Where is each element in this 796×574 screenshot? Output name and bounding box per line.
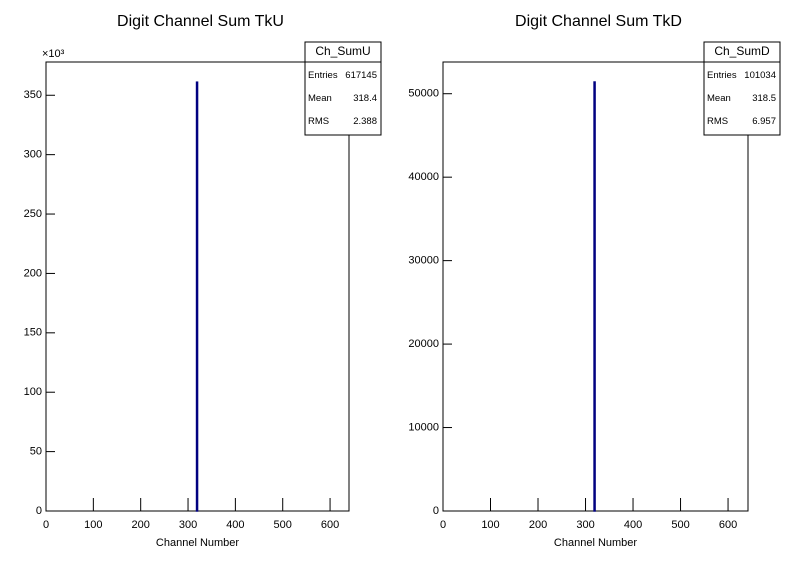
- stats-label: Mean: [707, 93, 731, 104]
- stats-value: 2.388: [353, 116, 377, 127]
- chart-title: Digit Channel Sum TkD: [515, 13, 682, 30]
- x-axis-label: Channel Number: [554, 537, 637, 549]
- y-axis-scale: ×10³: [42, 48, 65, 60]
- y-tick-label: 250: [24, 208, 42, 220]
- stats-name: Ch_SumU: [315, 44, 370, 58]
- x-tick-label: 100: [481, 519, 499, 531]
- x-tick-label: 400: [624, 519, 642, 531]
- y-tick-label: 10000: [408, 421, 439, 433]
- y-tick-label: 50: [30, 446, 42, 458]
- x-axis-label: Channel Number: [156, 537, 239, 549]
- y-tick-label: 0: [433, 505, 439, 517]
- histogram-bar: [593, 81, 596, 512]
- stats-box: [703, 41, 781, 136]
- stats-label: RMS: [707, 116, 728, 127]
- y-tick-label: 0: [36, 505, 42, 517]
- stats-name: Ch_SumD: [714, 44, 770, 58]
- stats-box: [304, 41, 382, 136]
- x-tick-label: 200: [529, 519, 547, 531]
- stats-value: 617145: [345, 70, 377, 81]
- y-tick-label: 350: [24, 89, 42, 101]
- x-tick-label: 200: [132, 519, 150, 531]
- y-tick-label: 30000: [408, 255, 439, 267]
- y-tick-label: 20000: [408, 338, 439, 350]
- stats-label: RMS: [308, 116, 329, 127]
- stats-label: Entries: [707, 70, 737, 81]
- stats-value: 318.5: [752, 93, 776, 104]
- stats-label: Entries: [308, 70, 338, 81]
- x-tick-label: 0: [440, 519, 446, 531]
- x-tick-label: 600: [321, 519, 339, 531]
- x-tick-label: 600: [719, 519, 737, 531]
- x-tick-label: 500: [671, 519, 689, 531]
- x-tick-label: 100: [84, 519, 102, 531]
- stats-label: Mean: [308, 93, 332, 104]
- chart-title: Digit Channel Sum TkU: [117, 13, 284, 30]
- x-tick-label: 300: [576, 519, 594, 531]
- stats-value: 101034: [744, 70, 776, 81]
- x-tick-label: 300: [179, 519, 197, 531]
- y-tick-label: 100: [24, 386, 42, 398]
- x-tick-label: 0: [43, 519, 49, 531]
- stats-value: 318.4: [353, 93, 377, 104]
- x-tick-label: 400: [226, 519, 244, 531]
- y-tick-label: 50000: [408, 88, 439, 100]
- y-tick-label: 300: [24, 149, 42, 161]
- histogram-bar: [195, 81, 199, 512]
- x-tick-label: 500: [274, 519, 292, 531]
- y-tick-label: 40000: [408, 171, 439, 183]
- y-tick-label: 200: [24, 267, 42, 279]
- stats-value: 6.957: [752, 116, 776, 127]
- y-tick-label: 150: [24, 327, 42, 339]
